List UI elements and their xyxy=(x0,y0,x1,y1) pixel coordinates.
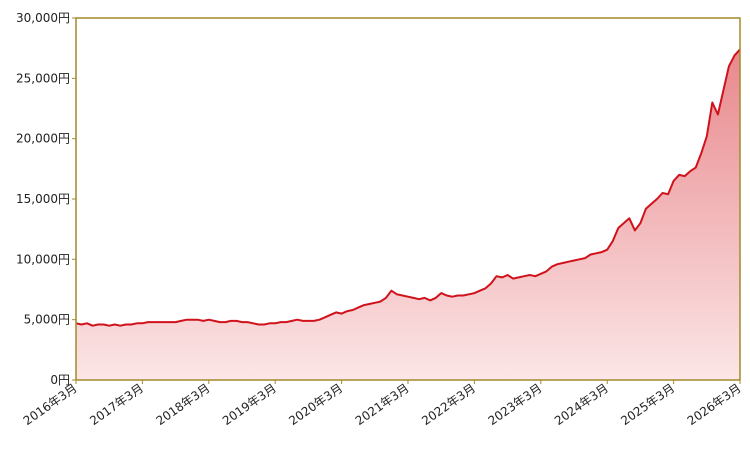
plot-area xyxy=(72,17,741,384)
x-tick-label: 2016年3月 xyxy=(21,381,80,428)
y-tick-label: 30,000円 xyxy=(16,11,70,25)
x-tick-label: 2019年3月 xyxy=(220,381,279,428)
x-tick-label: 2025年3月 xyxy=(618,381,677,428)
y-tick-label: 15,000円 xyxy=(16,192,70,206)
x-tick-label: 2017年3月 xyxy=(87,381,146,428)
y-tick-label: 10,000円 xyxy=(16,252,70,266)
plot-border xyxy=(75,17,741,381)
x-tick-label: 2021年3月 xyxy=(353,381,412,428)
x-tick-label: 2026年3月 xyxy=(685,381,744,428)
x-tick-label: 2024年3月 xyxy=(552,381,611,428)
x-tick-label: 2023年3月 xyxy=(486,381,545,428)
y-tick-label: 5,000円 xyxy=(24,313,70,327)
price-line xyxy=(75,48,741,327)
y-tick-label: 25,000円 xyxy=(16,71,70,85)
area-fill xyxy=(76,49,740,381)
y-tick-label: 20,000円 xyxy=(16,132,70,146)
x-tick-label: 2020年3月 xyxy=(286,381,345,428)
x-tick-label: 2018年3月 xyxy=(154,381,213,428)
y-tick-label: 0円 xyxy=(50,373,70,387)
x-tick-label: 2022年3月 xyxy=(419,381,478,428)
